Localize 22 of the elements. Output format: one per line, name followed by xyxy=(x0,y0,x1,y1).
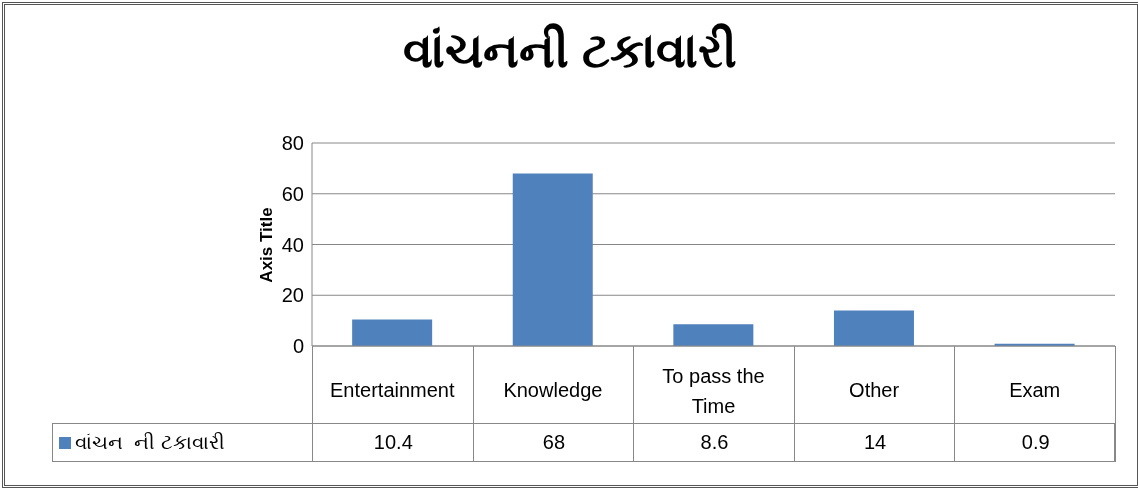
y-tick-label: 40 xyxy=(281,233,304,256)
data-label: 68 xyxy=(541,430,566,455)
x-tick-label: Exam xyxy=(1009,378,1061,401)
x-tick-label: Entertainment xyxy=(330,378,455,401)
y-axis-title: Axis Title xyxy=(257,207,277,283)
x-tick-label: To pass the Time xyxy=(662,364,765,417)
y-tick-label: 60 xyxy=(281,182,304,205)
y-tick-label: 80 xyxy=(281,132,304,155)
bar xyxy=(673,324,754,346)
data-label: 8.6 xyxy=(699,430,730,455)
data-label: 0.9 xyxy=(1020,430,1051,455)
x-tick-label: Other xyxy=(849,378,900,401)
data-label: 10.4 xyxy=(372,430,414,455)
x-tick-label: Knowledge xyxy=(503,378,603,401)
legend-label: વાંચન ની ટકાવારી xyxy=(75,431,225,454)
data-label: 14 xyxy=(862,430,888,455)
bar xyxy=(512,173,593,346)
bar xyxy=(352,319,433,346)
chart-title: વાંચનની ટકાવારી xyxy=(401,23,739,79)
bar xyxy=(833,310,914,346)
y-tick-label: 0 xyxy=(292,335,304,358)
y-tick-label: 20 xyxy=(281,284,304,307)
